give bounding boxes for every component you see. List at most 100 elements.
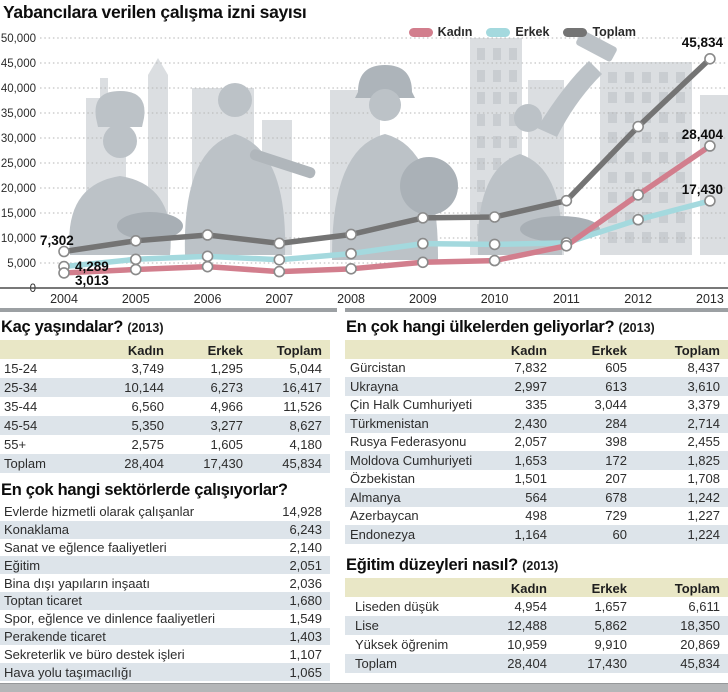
table-row: Konaklama 6,243 — [0, 520, 330, 539]
table-header-row: Kadın Erkek Toplam — [0, 340, 330, 359]
cell-value: 8,437 — [687, 360, 720, 376]
data-point-marker — [704, 140, 716, 152]
data-point-marker — [345, 263, 357, 275]
section-education: Eğitim düzeyleri nasıl? (2013) Kadın Erke… — [345, 554, 728, 673]
cell-label: Eğitim — [4, 557, 41, 573]
data-point-marker — [345, 228, 357, 241]
cell-value: 1,295 — [210, 361, 243, 376]
svg-text:35,000: 35,000 — [1, 108, 36, 120]
data-point-marker — [488, 211, 501, 223]
cell-label: Hava yolu taşımacılığı — [4, 664, 132, 680]
cell-value: 5,044 — [289, 361, 322, 376]
column-header: Toplam — [674, 343, 720, 358]
legend-item: Toplam — [563, 25, 636, 39]
table-row: Sanat ve eğlence faaliyetleri 2,140 — [0, 539, 330, 557]
table-row: Moldova Cumhuriyeti 1,653 172 1,825 — [345, 451, 728, 470]
cell-value: 2,051 — [289, 557, 322, 573]
svg-text:2008: 2008 — [337, 292, 365, 306]
cell-value: 9,910 — [594, 636, 627, 652]
cell-value: 1,242 — [687, 489, 720, 505]
left-column: Kaç yaşındalar? (2013) Kadın Erkek Toplam 1… — [0, 316, 330, 681]
cell-label: Evlerde hizmetli olarak çalışanlar — [4, 504, 195, 520]
value-annotation: 17,430 — [682, 182, 723, 197]
cell-value: 10,959 — [507, 636, 547, 652]
table-row: Yüksek öğrenim 10,959 9,910 20,869 — [345, 635, 728, 654]
table-row: Perakende ticaret 1,403 — [0, 627, 330, 646]
data-point-marker — [560, 194, 573, 207]
data-point-marker — [58, 267, 70, 279]
age-heading: Kaç yaşındalar? (2013) — [0, 316, 330, 340]
data-point-marker — [704, 195, 716, 207]
legend-label: Kadın — [437, 25, 473, 39]
cell-label: 35-44 — [4, 399, 38, 414]
education-year-note: (2013) — [522, 558, 559, 573]
table-row: 25-34 10,144 6,273 16,417 — [0, 378, 330, 397]
cell-value: 1,501 — [514, 471, 547, 487]
legend-swatch-icon — [563, 27, 588, 37]
cell-value: 3,044 — [594, 397, 627, 413]
data-point-marker — [58, 245, 70, 258]
svg-text:15,000: 15,000 — [1, 208, 36, 220]
x-axis-labels: 2004 2005 2006 2007 2008 2009 2010 2011 2012 2013 — [50, 292, 724, 306]
cell-value: 4,954 — [514, 598, 547, 614]
y-axis-labels: 0 5,000 10,000 15,000 20,000 25,000 30,000 35,0… — [1, 33, 36, 295]
cell-value: 1,403 — [289, 628, 322, 644]
data-point-marker — [488, 254, 501, 267]
table-row: Türkmenistan 2,430 284 2,714 — [345, 414, 728, 433]
cell-label: Liseden düşük — [355, 598, 439, 614]
series-line-erkek — [61, 198, 713, 270]
cell-label: Spor, eğlence ve dinlence faaliyetleri — [4, 611, 216, 627]
table-row: Rusya Federasyonu 2,057 398 2,455 — [345, 433, 728, 452]
cell-value: 4,180 — [289, 437, 322, 452]
cell-label: 25-34 — [4, 380, 38, 395]
table-row: Evlerde hizmetli olarak çalışanlar 14,928 — [0, 503, 330, 521]
education-heading-text: Eğitim düzeyleri nasıl? — [346, 555, 518, 574]
cell-label: Almanya — [350, 489, 401, 505]
svg-text:2004: 2004 — [50, 292, 78, 306]
cell-value: 678 — [605, 489, 627, 505]
svg-text:10,000: 10,000 — [1, 233, 36, 245]
table-row: Toptan ticaret 1,680 — [0, 591, 330, 610]
age-heading-text: Kaç yaşındalar? — [1, 318, 124, 336]
series-line-toplam — [61, 56, 713, 255]
table-row: Almanya 564 678 1,242 — [345, 488, 728, 507]
cell-value: 398 — [605, 434, 627, 450]
legend-label: Toplam — [592, 25, 636, 39]
table-row: 55+ 2,575 1,605 4,180 — [0, 435, 330, 454]
table-row: Gürcistan 7,832 605 8,437 — [345, 359, 728, 378]
footer-bar — [0, 683, 728, 692]
table-header-row: Kadın Erkek Toplam — [345, 340, 728, 359]
legend-label: Erkek — [515, 25, 550, 39]
svg-text:2013: 2013 — [696, 292, 724, 306]
column-header: Toplam — [276, 343, 322, 358]
svg-text:20,000: 20,000 — [1, 183, 36, 195]
svg-text:2009: 2009 — [409, 292, 437, 306]
countries-heading-text: En çok hangi ülkelerden geliyorlar? — [346, 318, 615, 336]
section-sectors: En çok hangi sektörlerde çalışıyorlar? E… — [0, 479, 330, 681]
cell-value: 11,526 — [283, 399, 322, 414]
cell-value: 3,610 — [687, 378, 720, 394]
countries-year-note: (2013) — [618, 321, 655, 335]
education-heading: Eğitim düzeyleri nasıl? (2013) — [345, 554, 728, 578]
cell-label: 45-54 — [4, 418, 38, 433]
table-row: Özbekistan 1,501 207 1,708 — [345, 470, 728, 489]
cell-value: 207 — [605, 471, 627, 487]
cell-value: 12,488 — [507, 617, 547, 633]
table-row: Sekreterlik ve büro destek işleri 1,107 — [0, 645, 330, 663]
cell-value: 729 — [605, 508, 627, 524]
cell-label: Konaklama — [4, 522, 70, 538]
sectors-heading: En çok hangi sektörlerde çalışıyorlar? — [1, 481, 288, 499]
cell-label: Özbekistan — [350, 471, 416, 487]
cell-label: Gürcistan — [350, 360, 406, 376]
data-point-marker — [632, 213, 644, 226]
cell-value: 6,243 — [289, 522, 322, 538]
cell-label: Yüksek öğrenim — [355, 636, 449, 652]
cell-value: 16,417 — [282, 380, 322, 395]
data-point-marker — [129, 253, 142, 266]
data-point-marker — [201, 229, 214, 241]
cell-label: Toptan ticaret — [4, 593, 83, 609]
cell-value: 45,834 — [282, 456, 322, 471]
cell-value: 2,036 — [289, 575, 322, 591]
cell-value: 45,834 — [680, 655, 720, 671]
cell-value: 1,605 — [210, 437, 243, 452]
